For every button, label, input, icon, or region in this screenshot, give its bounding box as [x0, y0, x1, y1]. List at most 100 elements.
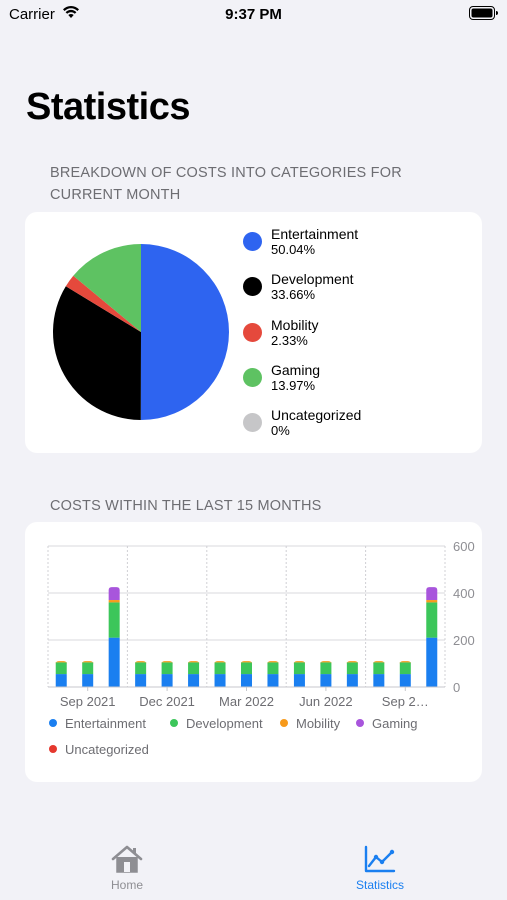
legend-label: Uncategorized	[65, 742, 149, 757]
tab-label-statistics: Statistics	[355, 878, 404, 892]
bar-segment-entertainment	[108, 637, 120, 687]
bar-segment-development	[161, 662, 173, 675]
bar-segment-entertainment	[135, 674, 147, 687]
bar-segment-mobility	[293, 661, 305, 665]
legend-label: Entertainment	[65, 716, 146, 731]
carrier-label: Carrier	[9, 6, 55, 23]
bar-segment-entertainment	[188, 674, 200, 687]
legend-dot	[49, 745, 57, 753]
bar-segment-development	[108, 602, 120, 638]
legend-dot-entertainment	[243, 232, 262, 251]
bar-segment-entertainment	[399, 674, 411, 687]
bar-segment-development	[55, 662, 67, 675]
bar-legend-development: Development	[170, 716, 263, 731]
pie-slice-development	[52, 286, 142, 420]
legend-label: Gaming	[372, 716, 418, 731]
y-tick-label: 400	[453, 586, 475, 601]
status-bar: Carrier 9:37 PM	[0, 0, 507, 30]
stacked-bar-chart: 600 400 200 0 Sep 2021 Dec 2021 Mar 2022 Jun 20…	[47, 539, 475, 709]
tab-bar: Home Statistics	[0, 820, 507, 900]
legend-label: Mobility	[271, 316, 319, 333]
x-tick-label: Sep 2021	[60, 694, 116, 709]
bar-segment-mobility	[214, 661, 226, 665]
bar-segment-development	[267, 662, 279, 675]
legend-dot	[170, 719, 178, 727]
legend-percent: 2.33%	[271, 332, 308, 348]
bar-segment-mobility	[399, 661, 411, 665]
y-tick-label: 200	[453, 633, 475, 648]
bar-segment-mobility	[320, 661, 332, 665]
breakdown-header-line2: CURRENT MONTH	[50, 187, 181, 203]
bar-segment-entertainment	[426, 637, 438, 687]
bar-segment-entertainment	[320, 674, 332, 687]
breakdown-header-line1: BREAKDOWN OF COSTS INTO CATEGORIES FOR	[50, 165, 402, 181]
y-tick-label: 0	[453, 680, 460, 695]
bar-segment-mobility	[161, 661, 173, 665]
x-tick-label: Dec 2021	[139, 694, 195, 709]
bar-segment-development	[426, 602, 438, 638]
chart-line-icon	[364, 845, 396, 873]
legend-percent: 50.04%	[271, 242, 316, 257]
tab-statistics[interactable]: Statistics	[330, 844, 430, 892]
legend-dot-mobility	[243, 322, 262, 342]
bar-segment-development	[373, 662, 385, 675]
legend-dot	[280, 719, 288, 727]
legend-label: Gaming	[271, 361, 321, 378]
bar-legend-entertainment: Entertainment	[49, 716, 146, 731]
legend-dot-uncategorized	[243, 413, 262, 433]
legend-percent: 33.66%	[271, 287, 316, 303]
bar-segment-entertainment	[82, 674, 94, 687]
legend-label: Entertainment	[271, 226, 359, 242]
legend-label: Mobility	[296, 716, 341, 731]
legend-dot-gaming	[243, 367, 262, 387]
bar-segment-mobility	[82, 661, 94, 665]
x-tick-label: Sep 2…	[382, 694, 429, 709]
legend-dot	[49, 719, 57, 727]
bar-segment-entertainment	[346, 674, 358, 687]
bar-segment-development	[346, 662, 358, 675]
x-tick-label: Mar 2022	[219, 694, 274, 709]
battery-icon	[469, 6, 498, 20]
bar-segment-gaming	[426, 587, 438, 601]
bar-segment-development	[214, 662, 226, 675]
bar-segment-development	[320, 662, 332, 675]
bar-segment-entertainment	[373, 674, 385, 687]
legend-label: Development	[271, 271, 354, 288]
bar-legend-uncategorized: Uncategorized	[49, 742, 149, 757]
bar-segment-mobility	[188, 661, 200, 665]
bar-segment-development	[399, 662, 411, 675]
bar-segment-mobility	[426, 600, 438, 603]
bar-segment-development	[135, 662, 147, 675]
legend-dot	[356, 719, 364, 727]
bar-segment-entertainment	[214, 674, 226, 687]
bar-segment-development	[241, 662, 252, 675]
legend-label: Development	[186, 716, 263, 731]
bar-segment-gaming	[108, 587, 120, 601]
bar-segment-mobility	[267, 661, 279, 665]
bar-segment-entertainment	[55, 674, 67, 687]
bar-legend-gaming: Gaming	[356, 716, 418, 731]
tab-label-home: Home	[110, 878, 143, 892]
y-tick-label: 600	[453, 539, 475, 554]
bar-segment-entertainment	[267, 674, 279, 687]
bar-segment-development	[293, 662, 305, 675]
bar-card: 600 400 200 0 Sep 2021 Dec 2021 Mar 2022 Jun 20…	[25, 522, 482, 782]
pie-slice-gaming	[73, 244, 141, 332]
pie-card: Entertainment 50.04% Development 33.66% …	[25, 212, 482, 453]
bar-segment-mobility	[346, 661, 358, 665]
bar-segment-mobility	[241, 661, 252, 665]
bar-segment-development	[82, 662, 94, 675]
house-icon	[111, 845, 143, 873]
bar-segment-mobility	[373, 661, 385, 665]
bar-segment-entertainment	[241, 674, 252, 687]
bar-segment-entertainment	[161, 674, 173, 687]
legend-percent: 0%	[271, 423, 290, 439]
bar-segment-entertainment	[293, 674, 305, 687]
legend-label: Uncategorized	[271, 407, 362, 424]
legend-dot-development	[243, 277, 262, 297]
tab-home[interactable]: Home	[77, 844, 177, 892]
history-section-header: COSTS WITHIN THE LAST 15 MONTHS	[50, 498, 322, 514]
bar-segment-mobility	[135, 661, 147, 665]
wifi-icon	[63, 5, 79, 18]
clock: 9:37 PM	[225, 6, 282, 23]
